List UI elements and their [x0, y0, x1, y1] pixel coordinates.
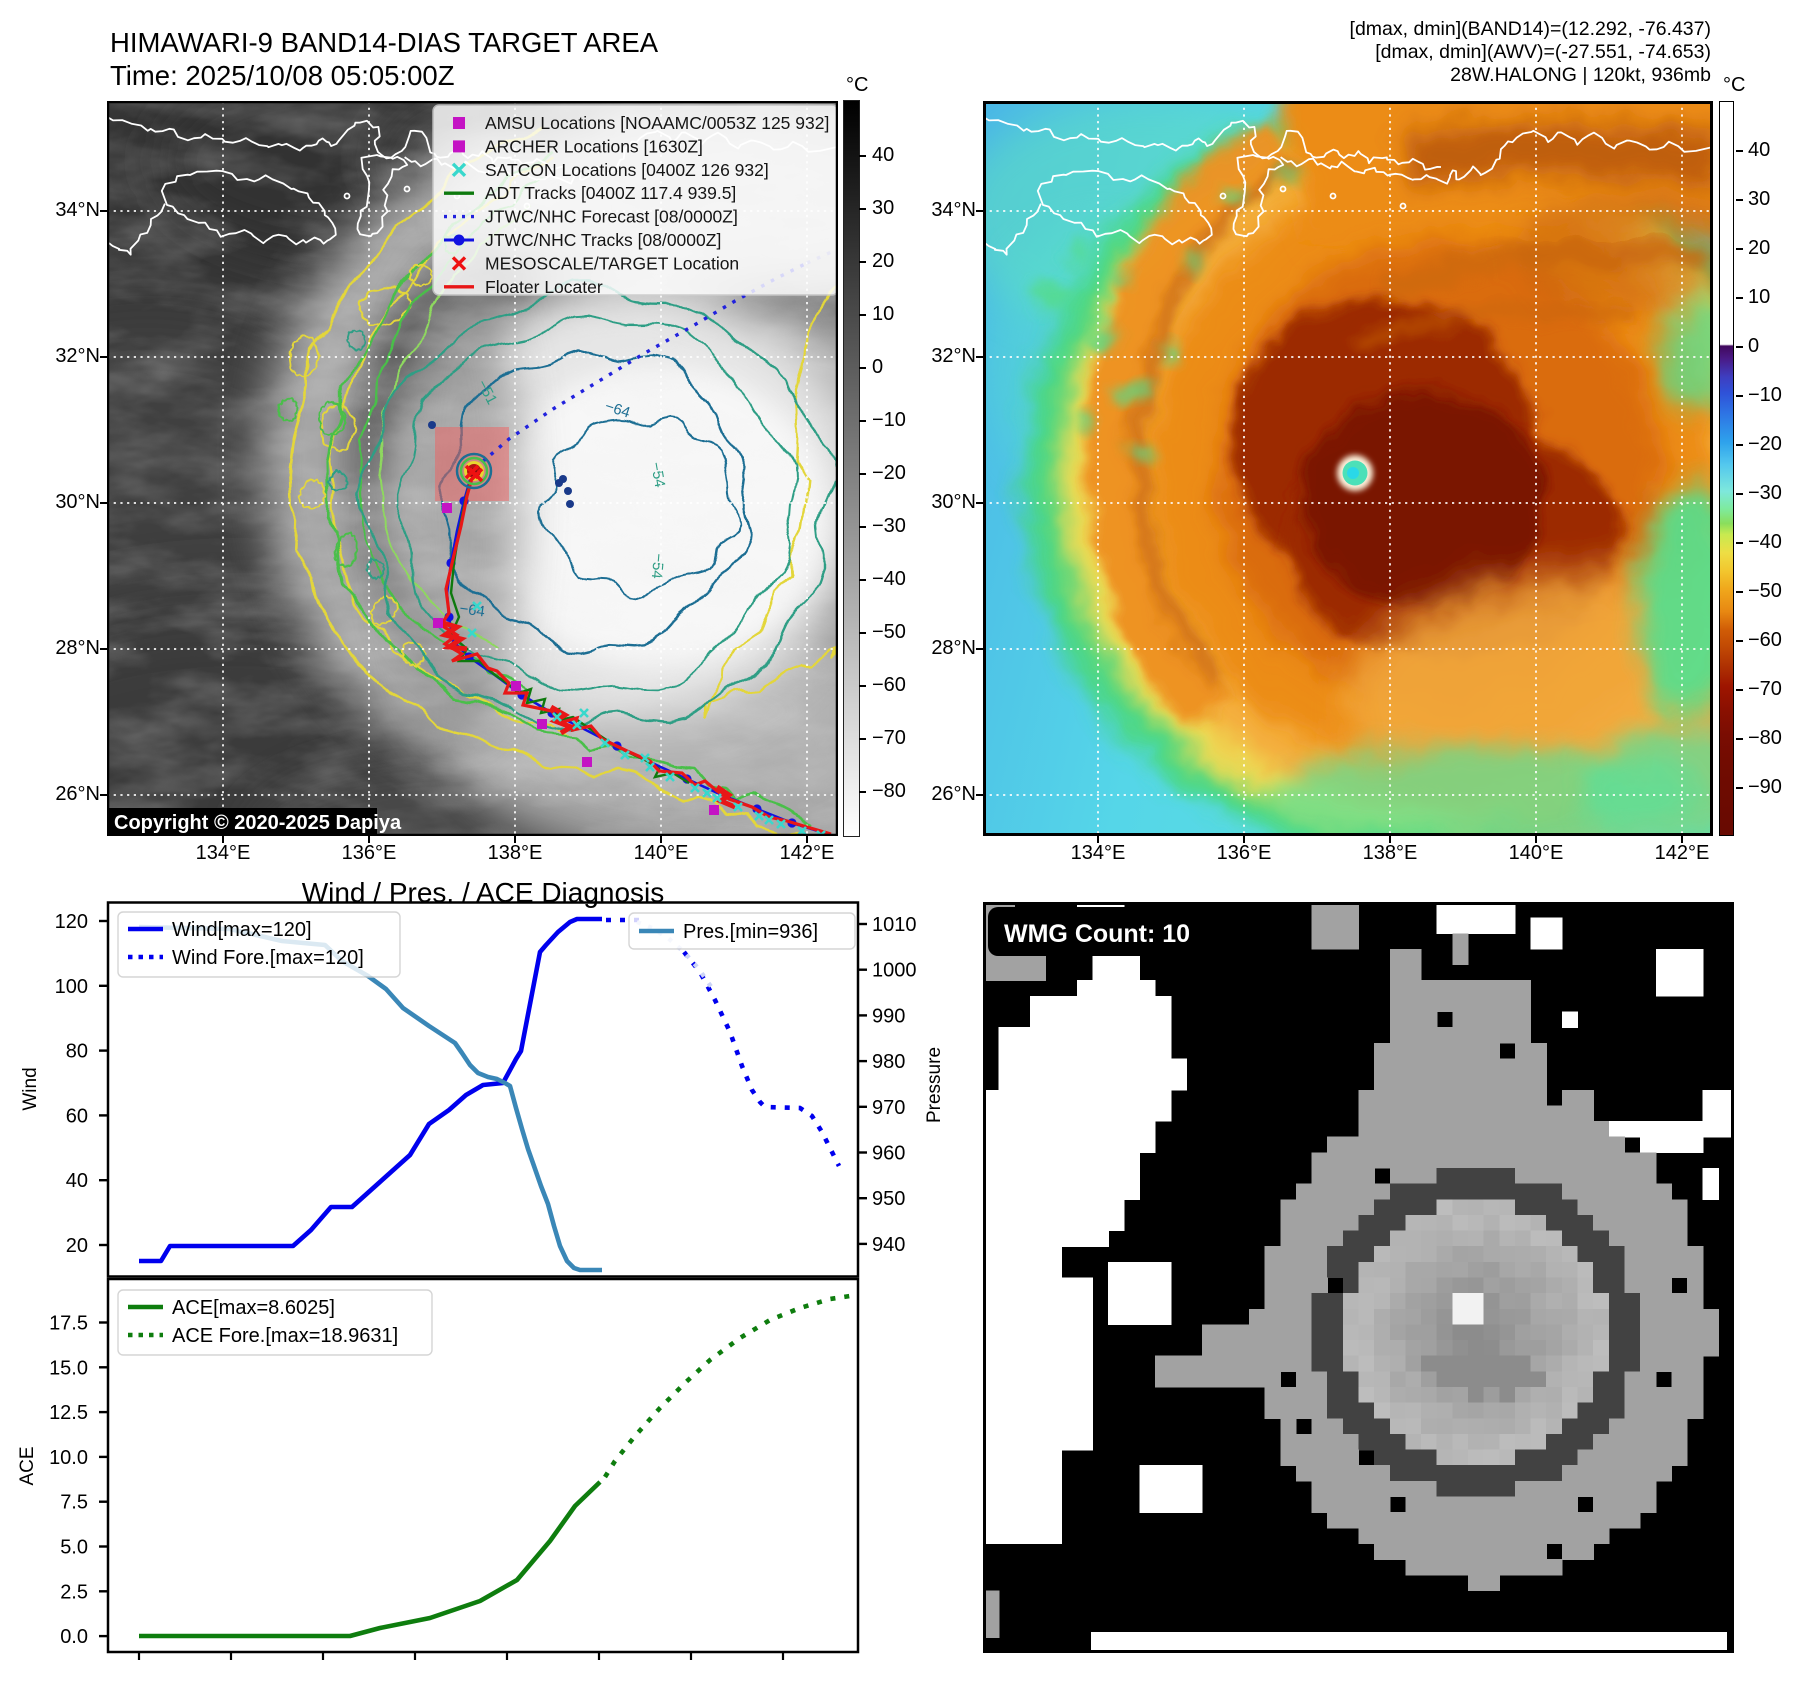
svg-text:990: 990: [872, 1005, 905, 1027]
svg-text:ACE Fore.[max=18.9631]: ACE Fore.[max=18.9631]: [172, 1325, 398, 1347]
svg-text:ARCHER Locations [1630Z]: ARCHER Locations [1630Z]: [485, 136, 703, 156]
svg-text:960: 960: [872, 1143, 905, 1165]
svg-text:Pres.[min=936]: Pres.[min=936]: [683, 921, 818, 943]
svg-text:ADT Tracks [0400Z 117.4 939.5]: ADT Tracks [0400Z 117.4 939.5]: [485, 183, 736, 203]
svg-text:40: 40: [66, 1170, 88, 1192]
svg-text:SATCON Locations [0400Z 126 93: SATCON Locations [0400Z 126 932]: [485, 160, 769, 180]
svg-text:−54: −54: [647, 461, 668, 489]
svg-text:Copyright © 2020-2025 Dapiya: Copyright © 2020-2025 Dapiya: [114, 812, 402, 834]
svg-text:−64: −64: [458, 600, 486, 620]
svg-text:MESOSCALE/TARGET Location: MESOSCALE/TARGET Location: [485, 253, 739, 273]
svg-text:120: 120: [55, 911, 88, 933]
svg-text:12.5: 12.5: [49, 1402, 88, 1424]
svg-text:5.0: 5.0: [60, 1537, 88, 1559]
svg-text:1010: 1010: [872, 914, 917, 936]
svg-text:10.0: 10.0: [49, 1447, 88, 1469]
svg-text:100: 100: [55, 976, 88, 998]
svg-text:JTWC/NHC Tracks [08/0000Z]: JTWC/NHC Tracks [08/0000Z]: [485, 230, 721, 250]
svg-text:950: 950: [872, 1188, 905, 1210]
svg-text:ACE: ACE: [17, 1446, 38, 1485]
svg-text:ACE[max=8.6025]: ACE[max=8.6025]: [172, 1297, 335, 1319]
svg-text:JTWC/NHC Forecast [08/0000Z]: JTWC/NHC Forecast [08/0000Z]: [485, 207, 738, 227]
svg-text:WMG Count: 10: WMG Count: 10: [1004, 920, 1190, 948]
svg-text:940: 940: [872, 1234, 905, 1256]
svg-text:60: 60: [66, 1105, 88, 1127]
svg-text:Wind Fore.[max=120]: Wind Fore.[max=120]: [172, 947, 364, 969]
svg-text:AMSU Locations [NOAAMC/0053Z 1: AMSU Locations [NOAAMC/0053Z 125 932]: [485, 113, 829, 133]
svg-text:17.5: 17.5: [49, 1313, 88, 1335]
svg-text:0.0: 0.0: [60, 1626, 88, 1648]
svg-text:970: 970: [872, 1097, 905, 1119]
svg-text:Wind: Wind: [20, 1067, 41, 1110]
svg-text:Wind[max=120]: Wind[max=120]: [172, 919, 312, 941]
svg-text:1000: 1000: [872, 960, 917, 982]
svg-text:2.5: 2.5: [60, 1581, 88, 1603]
svg-text:Pressure: Pressure: [924, 1047, 945, 1123]
svg-text:980: 980: [872, 1051, 905, 1073]
svg-text:Floater Locater: Floater Locater: [485, 277, 603, 297]
svg-text:−54: −54: [648, 553, 667, 580]
svg-text:15.0: 15.0: [49, 1357, 88, 1379]
svg-text:7.5: 7.5: [60, 1492, 88, 1514]
svg-text:20: 20: [66, 1235, 88, 1257]
svg-text:80: 80: [66, 1041, 88, 1063]
